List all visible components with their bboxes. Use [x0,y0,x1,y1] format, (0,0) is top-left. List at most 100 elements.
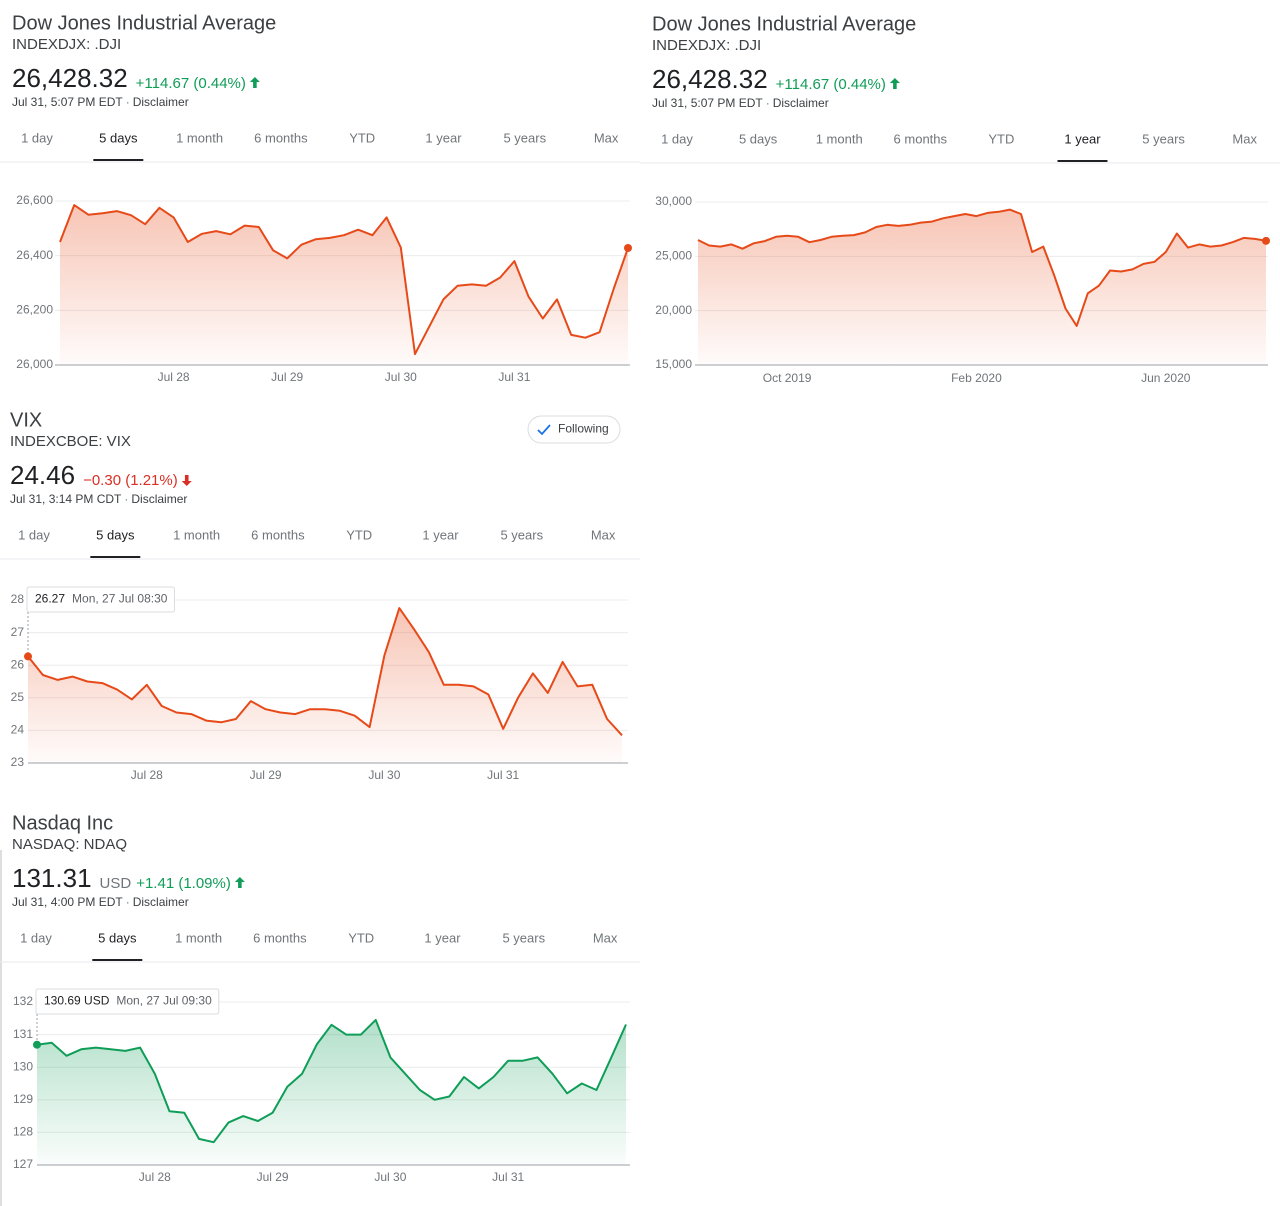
tooltip-time: Mon, 27 Jul 08:30 [72,592,168,606]
range-tab[interactable]: 5 days [98,930,137,945]
change: +114.67 (0.44%) [776,76,886,93]
range-tab[interactable]: 1 day [661,131,693,146]
tooltip [26,586,175,613]
separator: · [766,96,770,110]
point-marker [24,652,32,661]
y-tick-label: 23 [11,755,25,769]
range-tab[interactable]: 6 months [253,930,307,945]
range-tab[interactable]: YTD [346,527,372,542]
change: −0.30 (1.21%) [83,472,178,489]
range-tab[interactable]: 5 years [503,130,546,145]
range-tab[interactable]: 5 years [502,930,545,945]
range-tab[interactable]: 1 day [20,930,52,945]
range-tab[interactable]: 5 days [739,131,778,146]
y-tick-label: 28 [11,592,25,606]
symbol: NASDAQ: NDAQ [12,836,127,853]
range-tab[interactable]: 1 day [18,527,50,542]
disclaimer-link[interactable]: Disclaimer [773,96,829,110]
line [27,607,623,736]
y-tick-label: 30,000 [655,194,692,208]
range-tab[interactable]: 1 year [424,930,461,945]
follow-label: Following [558,422,609,436]
range-tab[interactable]: 5 days [96,527,135,542]
area [28,608,622,763]
range-tab[interactable]: 1 month [173,527,220,542]
y-tick-label: 130 [13,1059,33,1073]
tooltip-time: Mon, 27 Jul 09:30 [116,994,212,1008]
tab-underline [1057,160,1108,162]
title: Nasdaq Inc [12,812,113,834]
range-tab[interactable]: Max [1232,131,1257,146]
range-tab[interactable]: 1 year [422,527,459,542]
point-marker [33,1040,41,1049]
range-tab[interactable]: Max [593,930,618,945]
y-tick-label: 131 [13,1027,33,1041]
tooltip [35,988,220,1015]
x-tick-label: Jul 28 [131,768,163,782]
area [60,205,628,365]
range-tab[interactable]: 6 months [251,527,305,542]
y-tick-label: 25 [11,690,25,704]
y-tick-label: 129 [13,1092,33,1106]
range-tab[interactable]: Max [591,527,616,542]
arrow-down [181,475,192,486]
range-tab[interactable]: 1 year [425,130,462,145]
x-tick-label: Jul 28 [158,370,190,384]
disclaimer-link[interactable]: Disclaimer [133,895,189,909]
x-tick-label: Jul 29 [250,768,282,782]
y-tick-label: 20,000 [655,303,692,317]
y-tick-label: 27 [11,625,25,639]
area [698,209,1266,365]
range-tab[interactable]: 5 years [1142,131,1185,146]
x-tick-label: Jul 30 [368,768,400,782]
range-tab[interactable]: 1 year [1064,131,1101,146]
x-tick-label: Jul 31 [498,370,530,384]
symbol: INDEXCBOE: VIX [10,433,131,450]
range-tab[interactable]: 6 months [894,131,948,146]
line [697,208,1267,327]
y-tick-label: 26,400 [16,248,53,262]
timestamp: Jul 31, 5:07 PM EDT [652,96,763,110]
range-tab[interactable]: YTD [349,130,375,145]
range-tab[interactable]: YTD [348,930,374,945]
range-tab[interactable]: 5 years [500,527,543,542]
title: Dow Jones Industrial Average [652,13,916,35]
x-tick-label: Oct 2019 [763,371,812,385]
x-tick-label: Jul 29 [257,1170,289,1184]
title: Dow Jones Industrial Average [12,12,276,34]
price: 26,428.32 [652,64,768,94]
change: +1.41 (1.09%) [136,875,231,892]
range-tab[interactable]: Max [594,130,619,145]
separator: · [126,95,130,109]
check-icon [537,424,551,436]
x-tick-label: Jun 2020 [1141,371,1191,385]
disclaimer-link[interactable]: Disclaimer [131,492,187,506]
tab-underline [92,959,143,961]
x-tick-label: Jul 30 [385,370,417,384]
x-tick-label: Jul 30 [374,1170,406,1184]
disclaimer-link[interactable]: Disclaimer [133,95,189,109]
x-tick-label: Jul 28 [139,1170,171,1184]
area [37,1019,626,1165]
timestamp: Jul 31, 4:00 PM EDT [12,895,123,909]
separator: · [126,895,130,909]
y-tick-label: 24 [11,723,25,737]
price: 26,428.32 [12,63,128,93]
x-tick-label: Feb 2020 [951,371,1002,385]
range-tab[interactable]: 1 month [175,930,222,945]
point-marker [624,244,632,253]
x-tick-label: Jul 31 [487,768,519,782]
price: 24.46 [10,460,75,490]
price: 131.31 [12,863,92,893]
range-tab[interactable]: 6 months [254,130,308,145]
follow-button[interactable] [527,415,621,444]
range-tab[interactable]: 1 day [21,130,53,145]
y-tick-label: 128 [13,1125,33,1139]
y-tick-label: 26,200 [16,303,53,317]
range-tab[interactable]: 5 days [99,130,138,145]
timestamp: Jul 31, 5:07 PM EDT [12,95,123,109]
range-tab[interactable]: 1 month [176,130,223,145]
tab-underline [93,159,144,161]
range-tab[interactable]: YTD [988,131,1014,146]
range-tab[interactable]: 1 month [816,131,863,146]
